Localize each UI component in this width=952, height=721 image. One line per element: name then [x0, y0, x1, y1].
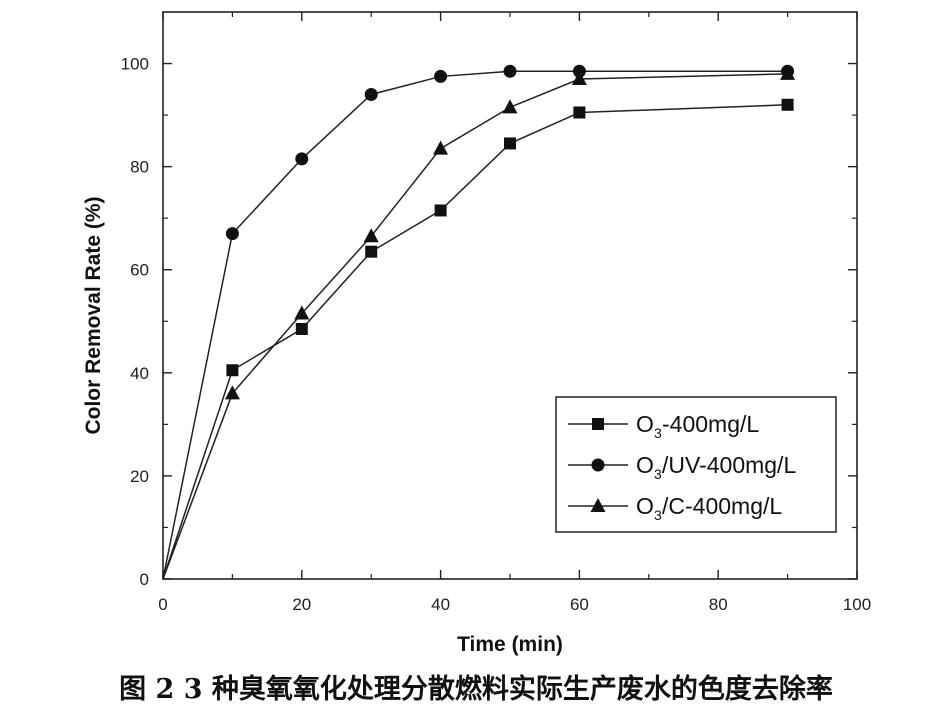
series-markers [224, 64, 796, 400]
x-tick-label: 80 [709, 595, 728, 614]
legend-label-rest: -400mg/L [662, 411, 759, 437]
x-tick-label: 20 [292, 595, 311, 614]
y-tick-label: 20 [130, 467, 149, 486]
legend-label-sub: 3 [654, 507, 662, 523]
data-point-triangle [433, 140, 449, 155]
series-line-triangle [162, 73, 788, 580]
data-point-triangle [780, 65, 796, 80]
plot-axes: 0 20 40 60 80 100 0 20 40 60 80 100 Time (min) Color … [82, 11, 871, 656]
legend-label-sub: 3 [654, 425, 662, 441]
series-line-square [162, 104, 788, 580]
y-tick-label: 100 [121, 55, 149, 74]
x-tick-label: 40 [431, 595, 450, 614]
data-point-circle [295, 152, 309, 166]
data-point-circle [503, 64, 517, 78]
series-lines [162, 70, 788, 580]
data-point-circle [364, 87, 378, 101]
data-point-circle [225, 227, 239, 241]
data-point-square [781, 98, 794, 111]
data-point-square [434, 204, 447, 217]
legend: O 3 -400mg/LO 3/UV-400mg/LO 3/C-400mg/L [555, 396, 837, 533]
data-point-square [226, 364, 239, 377]
data-point-square [365, 245, 378, 258]
data-point-triangle [363, 228, 379, 243]
data-point-square [573, 106, 586, 119]
legend-label: O [636, 493, 654, 519]
data-point-triangle [294, 305, 310, 320]
legend-label-rest: /C-400mg/L [662, 493, 782, 519]
legend-marker-circle [591, 458, 605, 472]
legend-marker-triangle [590, 498, 606, 512]
legend-label: O [636, 452, 654, 478]
data-point-triangle [571, 71, 587, 86]
legend-marker-square [592, 418, 604, 430]
figure-caption: 图 2 3 种臭氧氧化处理分散燃料实际生产废水的色度去除率 [119, 674, 833, 705]
y-tick-label: 60 [130, 261, 149, 280]
x-tick-label: 0 [158, 595, 167, 614]
x-tick-label: 100 [843, 595, 871, 614]
y-tick-label: 40 [130, 364, 149, 383]
x-tick-label: 60 [570, 595, 589, 614]
legend-label: O [636, 411, 654, 437]
y-tick-label: 80 [130, 158, 149, 177]
y-axis-title: Color Removal Rate (%) [82, 196, 105, 434]
series-line-circle [162, 70, 788, 580]
data-point-circle [434, 69, 448, 83]
legend-label-rest: /UV-400mg/L [662, 452, 796, 478]
y-tick-label: 0 [140, 570, 149, 589]
chart-canvas: 0 20 40 60 80 100 0 20 40 60 80 100 Time (min) Color … [82, 11, 871, 656]
data-point-square [504, 137, 516, 150]
data-point-square [295, 323, 308, 336]
data-point-triangle [224, 385, 240, 400]
x-axis-title: Time (min) [457, 633, 563, 656]
legend-label-sub: 3 [654, 466, 662, 482]
data-point-triangle [502, 99, 518, 114]
